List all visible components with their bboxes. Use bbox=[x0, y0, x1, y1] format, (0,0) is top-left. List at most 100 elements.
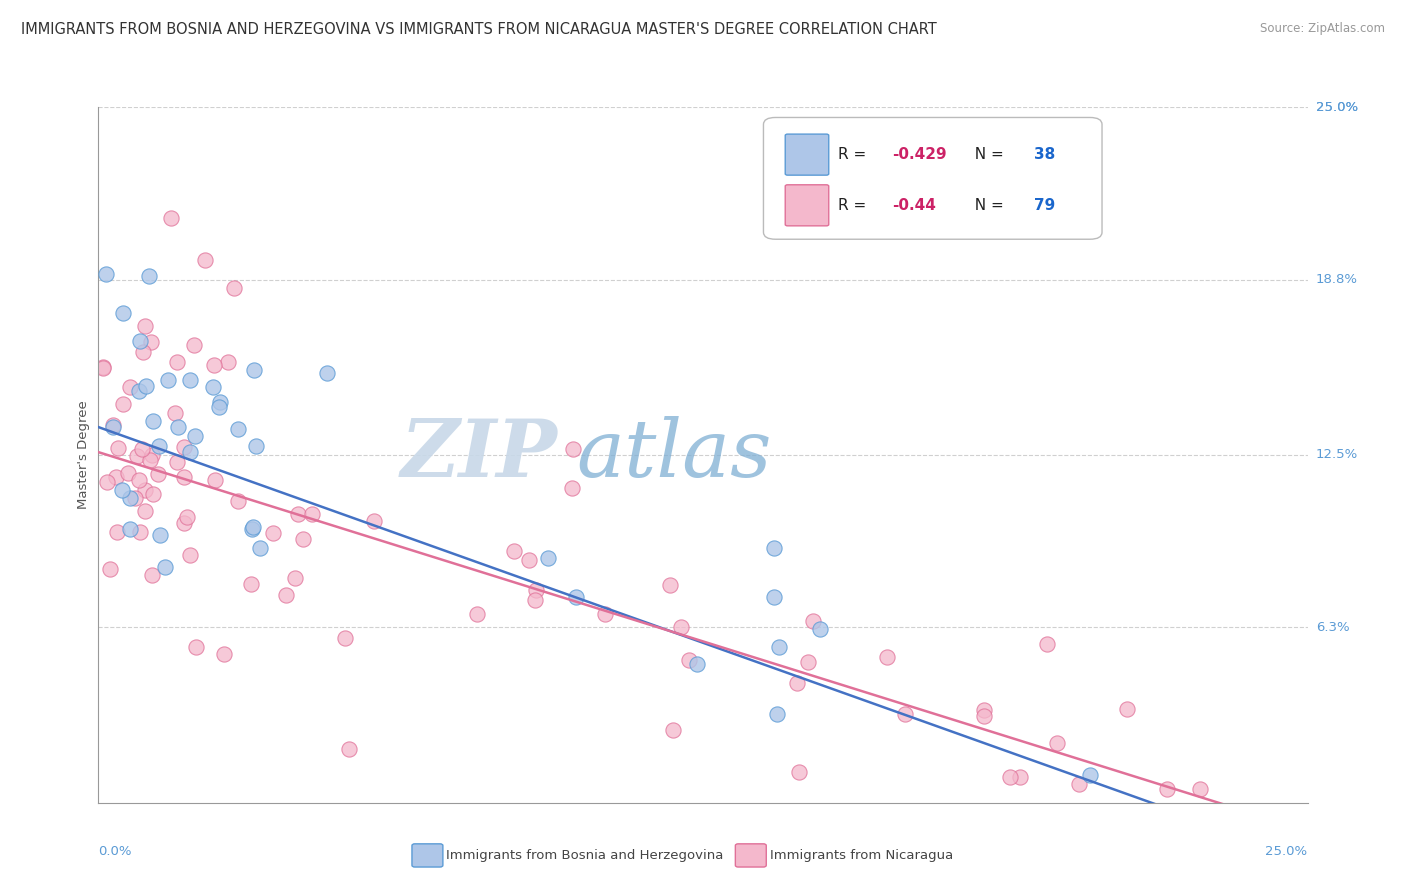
Point bbox=[465, 607, 488, 622]
Point bbox=[134, 319, 156, 334]
Point bbox=[787, 765, 810, 780]
Point bbox=[661, 723, 683, 738]
Point bbox=[766, 706, 789, 721]
Point bbox=[141, 567, 163, 582]
Point bbox=[669, 620, 692, 634]
Point bbox=[768, 640, 790, 654]
Point bbox=[335, 631, 357, 645]
Point bbox=[287, 507, 309, 521]
Text: R =: R = bbox=[838, 147, 872, 162]
Point bbox=[134, 483, 156, 497]
Point bbox=[96, 475, 118, 489]
Point bbox=[249, 541, 271, 555]
Point bbox=[184, 429, 207, 443]
Point bbox=[118, 522, 141, 536]
Point bbox=[183, 338, 205, 352]
Point bbox=[146, 467, 169, 482]
Point bbox=[876, 649, 898, 664]
Text: 25.0%: 25.0% bbox=[1316, 101, 1358, 113]
Point bbox=[160, 211, 183, 226]
Point bbox=[537, 551, 560, 566]
Text: 0.0%: 0.0% bbox=[98, 845, 132, 857]
Text: N =: N = bbox=[966, 147, 1010, 162]
Point bbox=[301, 507, 323, 521]
Point bbox=[111, 483, 134, 497]
Point bbox=[101, 420, 124, 434]
Point bbox=[1036, 637, 1059, 651]
Point bbox=[94, 267, 117, 281]
Point bbox=[524, 582, 547, 597]
Point bbox=[148, 439, 170, 453]
Point bbox=[139, 453, 162, 467]
Point bbox=[973, 703, 995, 717]
Text: 18.8%: 18.8% bbox=[1316, 273, 1358, 286]
FancyBboxPatch shape bbox=[785, 134, 828, 175]
Point bbox=[659, 578, 682, 592]
Text: N =: N = bbox=[966, 198, 1010, 213]
Point bbox=[202, 358, 225, 372]
Text: ZIP: ZIP bbox=[401, 417, 558, 493]
Point bbox=[593, 607, 616, 621]
Point bbox=[163, 406, 186, 420]
Point bbox=[337, 742, 360, 756]
Text: atlas: atlas bbox=[576, 417, 772, 493]
Point bbox=[128, 473, 150, 487]
Point bbox=[808, 622, 831, 636]
Point bbox=[179, 549, 201, 563]
Point bbox=[517, 552, 540, 566]
Point bbox=[138, 268, 160, 283]
Point bbox=[894, 706, 917, 721]
Point bbox=[124, 491, 146, 505]
Point bbox=[678, 653, 700, 667]
Point bbox=[208, 400, 231, 414]
Point bbox=[245, 439, 267, 453]
Text: 79: 79 bbox=[1035, 198, 1056, 213]
Point bbox=[166, 454, 188, 468]
Point bbox=[363, 514, 385, 528]
Point bbox=[127, 449, 149, 463]
Point bbox=[1156, 781, 1178, 796]
Point bbox=[1188, 781, 1211, 796]
Point bbox=[217, 355, 239, 369]
Text: 6.3%: 6.3% bbox=[1316, 621, 1350, 634]
Point bbox=[166, 420, 188, 434]
Point bbox=[226, 493, 249, 508]
Point bbox=[179, 373, 201, 387]
Point bbox=[240, 522, 263, 536]
Point bbox=[240, 577, 263, 591]
Point bbox=[166, 355, 188, 369]
Point bbox=[104, 470, 127, 484]
Point bbox=[201, 380, 224, 394]
FancyBboxPatch shape bbox=[785, 185, 828, 226]
FancyBboxPatch shape bbox=[763, 118, 1102, 239]
Point bbox=[1078, 768, 1101, 782]
Point bbox=[131, 442, 153, 456]
Point bbox=[128, 525, 150, 540]
Text: -0.44: -0.44 bbox=[891, 198, 935, 213]
Point bbox=[173, 516, 195, 531]
Point bbox=[998, 771, 1021, 785]
Point bbox=[1008, 770, 1031, 784]
Point bbox=[222, 281, 245, 295]
Point bbox=[98, 562, 121, 576]
Point bbox=[132, 345, 155, 359]
Point bbox=[105, 524, 128, 539]
Point bbox=[204, 473, 226, 487]
Point bbox=[209, 394, 232, 409]
Point bbox=[242, 520, 264, 534]
Point bbox=[212, 648, 235, 662]
Text: 38: 38 bbox=[1035, 147, 1056, 162]
Point bbox=[112, 396, 135, 410]
Point bbox=[243, 362, 266, 376]
Point bbox=[103, 417, 125, 432]
Text: 12.5%: 12.5% bbox=[1316, 449, 1358, 461]
Point bbox=[276, 588, 298, 602]
Point bbox=[1045, 735, 1067, 749]
Point bbox=[796, 655, 818, 669]
Point bbox=[1116, 702, 1139, 716]
Text: R =: R = bbox=[838, 198, 872, 213]
Point bbox=[142, 415, 165, 429]
Point bbox=[134, 504, 156, 518]
Text: Source: ZipAtlas.com: Source: ZipAtlas.com bbox=[1260, 22, 1385, 36]
Point bbox=[149, 528, 172, 542]
